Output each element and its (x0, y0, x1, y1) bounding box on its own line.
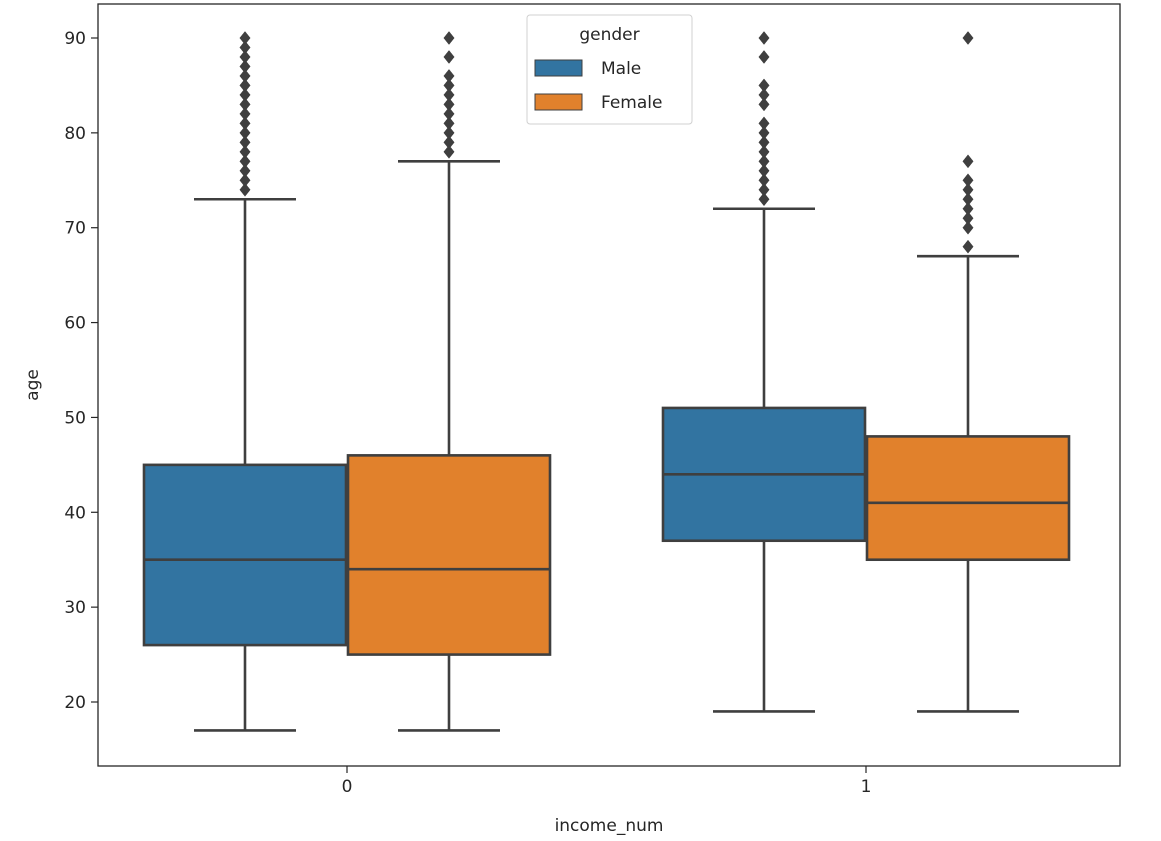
outlier-point (962, 182, 974, 197)
x-axis-label: income_num (555, 816, 664, 836)
outlier-point (758, 50, 770, 64)
y-axis: 20 30 40 50 60 70 80 90 (64, 29, 98, 713)
outlier-point (758, 88, 770, 102)
outlier-point (443, 31, 455, 45)
y-tick-label: 50 (64, 408, 86, 428)
outlier-point (239, 88, 251, 102)
outlier-point (239, 78, 251, 93)
outlier-point (239, 116, 251, 131)
outlier-point (758, 173, 770, 188)
outlier-point (239, 106, 251, 121)
outlier-point (239, 144, 251, 159)
outlier-point (239, 97, 251, 112)
outlier-point (443, 135, 455, 150)
outlier-point (443, 106, 455, 121)
outlier-point (962, 154, 974, 169)
outlier-point (962, 201, 974, 216)
y-tick-label: 40 (64, 503, 86, 523)
outlier-point (758, 97, 770, 112)
box-male-0 (142, 31, 348, 732)
outlier-point (962, 192, 974, 207)
outlier-point (962, 31, 974, 45)
box-female-0 (346, 31, 552, 732)
outlier-point (758, 144, 770, 159)
outlier-point (758, 192, 770, 207)
outlier-point (962, 220, 974, 235)
outlier-point (239, 135, 251, 150)
outlier-point (443, 88, 455, 102)
outlier-point (962, 239, 974, 254)
outlier-point (758, 154, 770, 169)
outlier-point (239, 40, 251, 55)
outlier-point (239, 31, 251, 45)
y-tick-label: 90 (64, 29, 86, 49)
plot-area (142, 31, 1071, 732)
outlier-point (443, 116, 455, 131)
box-female-1 (865, 31, 1071, 713)
legend-label-female: Female (601, 93, 662, 113)
legend-swatch-male (534, 59, 583, 77)
legend-title: gender (579, 25, 639, 45)
outlier-point (443, 78, 455, 93)
axes-frame (97, 3, 1121, 767)
outlier-point (758, 135, 770, 150)
y-tick-label: 30 (64, 598, 86, 618)
outlier-point (443, 97, 455, 112)
outlier-point (443, 125, 455, 140)
outlier-point (758, 125, 770, 140)
legend: gender Male Female (526, 14, 693, 125)
box-male-1 (661, 31, 867, 713)
y-axis-label: age (23, 369, 43, 401)
outlier-point (758, 163, 770, 178)
outlier-point (239, 173, 251, 188)
legend-label-male: Male (601, 59, 641, 79)
y-tick-label: 60 (64, 314, 86, 334)
y-tick-label: 80 (64, 124, 86, 144)
outlier-point (443, 144, 455, 159)
outlier-point (758, 31, 770, 45)
iqr-box (865, 435, 1071, 562)
outlier-point (443, 69, 455, 83)
x-tick-label: 0 (342, 777, 353, 797)
outlier-point (758, 78, 770, 93)
y-tick-label: 70 (64, 219, 86, 239)
outlier-point (239, 182, 251, 197)
outlier-point (239, 125, 251, 140)
outlier-point (239, 59, 251, 74)
outlier-point (758, 182, 770, 197)
outlier-point (443, 50, 455, 64)
outlier-point (239, 154, 251, 169)
y-tick-label: 20 (64, 693, 86, 713)
iqr-box (142, 463, 348, 647)
outlier-point (239, 50, 251, 64)
outlier-point (239, 69, 251, 83)
outlier-point (239, 163, 251, 178)
iqr-box (346, 454, 552, 656)
outlier-point (962, 173, 974, 188)
x-tick-label: 1 (861, 777, 872, 797)
legend-swatch-female (534, 93, 583, 111)
outlier-point (962, 211, 974, 226)
outlier-point (758, 116, 770, 131)
